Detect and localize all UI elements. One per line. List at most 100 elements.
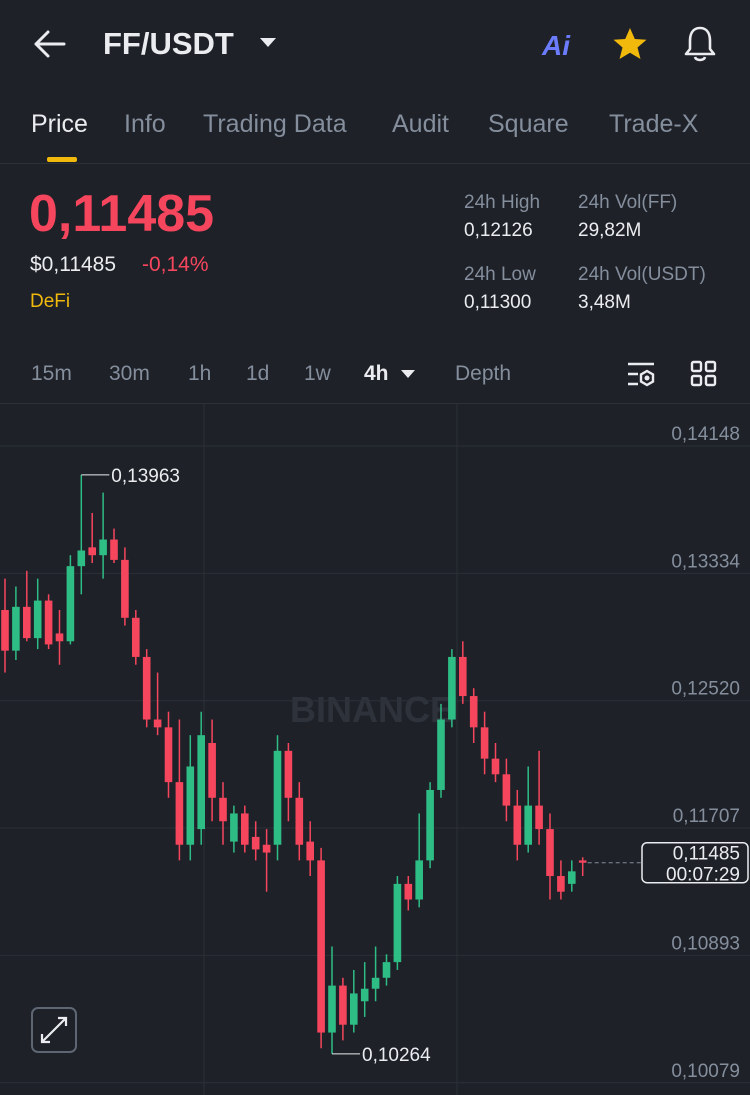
tab[interactable]: Trade-X xyxy=(609,110,699,138)
timeframe[interactable]: 30m xyxy=(109,362,150,385)
candle-body xyxy=(328,985,336,1033)
countdown-label: 00:07:29 xyxy=(666,865,740,886)
candle-body xyxy=(44,600,53,645)
y-tick-label: 0,10079 xyxy=(671,1061,740,1082)
watermark: BINANCE xyxy=(290,689,454,730)
last-price-box xyxy=(641,841,749,884)
expand-frame[interactable] xyxy=(31,1007,77,1053)
candle-body xyxy=(350,993,358,1025)
candle-body xyxy=(66,566,75,642)
candle-body xyxy=(230,813,238,842)
candle-body xyxy=(360,988,369,1002)
pair-title[interactable]: FF/USDT xyxy=(103,26,234,61)
tab[interactable]: Price xyxy=(31,110,88,138)
layout-grid[interactable] xyxy=(690,360,718,388)
candle-body xyxy=(251,836,260,850)
price-change: -0,14% xyxy=(142,253,209,276)
candlestick-chart: BINANCE 0,14148 0,13334 0,12520 0,11707 0,10… xyxy=(0,404,750,1095)
candle-body xyxy=(535,805,543,830)
candle-body xyxy=(371,977,380,989)
candle-body xyxy=(110,539,118,560)
candle-body xyxy=(404,883,413,900)
candle-body xyxy=(273,750,282,845)
candle-body xyxy=(480,727,489,759)
tab[interactable]: Info xyxy=(124,110,166,138)
candle-body xyxy=(121,559,129,618)
candle-body xyxy=(284,750,293,798)
timeframe[interactable]: 1h xyxy=(188,362,212,385)
candle-body xyxy=(568,871,576,884)
candle-body xyxy=(393,883,402,963)
divider xyxy=(0,403,750,404)
tab-indicator xyxy=(47,157,77,162)
usd-price: $0,11485 xyxy=(30,253,117,276)
candle-body xyxy=(306,841,314,861)
tab[interactable]: Audit xyxy=(392,110,449,138)
candle-body xyxy=(339,985,347,1025)
candle-body xyxy=(132,617,140,657)
candle-body xyxy=(426,789,434,861)
tab[interactable]: Trading Data xyxy=(203,110,347,138)
timeframe-caret[interactable] xyxy=(400,369,416,379)
last-price-label: 0,11485 xyxy=(673,844,740,865)
candle-body xyxy=(578,860,587,863)
y-tick-label: 0,13334 xyxy=(671,551,740,572)
timeframe[interactable]: 15m xyxy=(31,362,72,385)
y-tick-label: 0,10893 xyxy=(671,933,740,954)
candle-body xyxy=(437,719,445,790)
candle-body xyxy=(23,606,31,639)
low-label: 0,10264 xyxy=(362,1045,431,1066)
stat-value: 0,11300 xyxy=(464,292,532,313)
candle-body xyxy=(153,719,162,728)
y-tick-label: 0,14148 xyxy=(671,424,740,445)
tab[interactable]: Square xyxy=(488,110,569,138)
timeframe[interactable]: Depth xyxy=(455,362,512,385)
ai-button[interactable]: Ai xyxy=(542,30,570,61)
favorite-star[interactable] xyxy=(611,26,649,62)
candle-body xyxy=(382,962,391,978)
y-tick-label: 0,12520 xyxy=(671,679,740,700)
back-button[interactable] xyxy=(32,28,68,60)
stat-value: 29,82M xyxy=(578,220,642,241)
divider xyxy=(0,163,750,164)
pair-caret[interactable] xyxy=(259,37,277,49)
last-price: 0,11485 xyxy=(29,185,215,243)
candle-body xyxy=(208,743,216,798)
candle-body xyxy=(295,797,304,845)
candle-body xyxy=(491,758,500,775)
candle-body xyxy=(33,600,42,639)
stat-label: 24h Vol(USDT) xyxy=(578,264,706,285)
candle-body xyxy=(142,656,151,720)
candle-body xyxy=(459,656,467,697)
stat-label: 24h Vol(FF) xyxy=(578,192,678,213)
candle-body xyxy=(241,813,249,845)
candle-body xyxy=(164,727,173,783)
alert-bell[interactable] xyxy=(682,24,718,64)
candle-body xyxy=(524,805,532,845)
candle-body xyxy=(55,633,64,642)
candle-body xyxy=(77,550,86,567)
y-tick-label: 0,11707 xyxy=(673,806,740,827)
stat-value: 0,12126 xyxy=(464,220,533,241)
candle-body xyxy=(99,539,107,556)
expand-button[interactable] xyxy=(31,1007,77,1053)
timeframe[interactable]: 1w xyxy=(304,362,331,385)
stat-label: 24h High xyxy=(464,192,541,213)
candle-body xyxy=(448,656,456,720)
candle-body xyxy=(415,860,423,900)
candle-body xyxy=(502,774,511,806)
timeframe[interactable]: 1d xyxy=(246,362,270,385)
candle-body xyxy=(513,805,522,845)
stat-label: 24h Low xyxy=(464,264,536,285)
indicator-settings[interactable] xyxy=(626,360,658,390)
expand-icon[interactable] xyxy=(40,1016,68,1044)
candle-body xyxy=(262,844,271,853)
timeframe[interactable]: 4h xyxy=(364,362,389,385)
candle-body xyxy=(469,696,478,728)
high-label: 0,13963 xyxy=(111,466,180,487)
candle-body xyxy=(219,797,227,822)
candle-body xyxy=(175,782,184,845)
candle-body xyxy=(317,860,325,1033)
category-tag[interactable]: DeFi xyxy=(30,291,71,312)
